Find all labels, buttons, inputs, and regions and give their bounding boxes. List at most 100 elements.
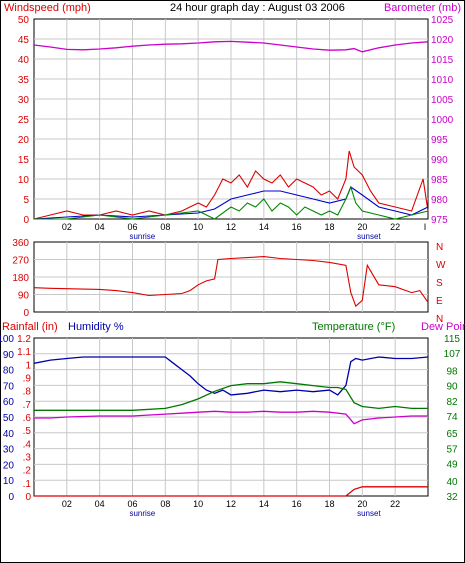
sunset-label: sunset [357,232,381,241]
sunrise-label: sunrise [129,232,155,241]
temperature-y-tick: 74 [446,412,458,423]
direction-series-line [33,256,429,308]
rain-x-tick: 06 [127,499,137,509]
sunset-label-bottom: sunset [357,509,381,518]
rain-x-ticks: 02 04 06 08 10 12 14 16 18 20 22 [62,499,400,509]
direction-y-tick: 270 [12,256,29,267]
direction-series [33,256,429,308]
barometer-y-tick: 1020 [431,35,454,46]
rain-series-line [34,486,428,497]
rain-series [33,356,429,497]
rain-x-tick: 04 [95,499,105,509]
rain-series-line [34,381,428,411]
barometer-y-tick: 1015 [431,55,454,66]
barometer-y-tick: 1025 [431,15,454,26]
rainfall-header-label: Rainfall (in) [2,321,58,333]
temperature-y-tick: 107 [444,349,461,360]
dewpoint-header-label: Dew Point [421,321,465,333]
rain-x-tick: 10 [193,499,203,509]
wind-y-tick: 35 [18,75,30,86]
rainfall-y-tick: .2 [23,466,32,477]
rain-grid [34,338,428,496]
barometer-y-tick: 990 [431,155,448,166]
rain-x-tick: 22 [390,499,400,509]
wind-y-ticks: 0 5 10 15 20 25 30 35 40 45 50 [18,15,30,226]
direction-y-tick: 90 [18,291,30,302]
wind-x-tick: 16 [292,222,302,232]
rainfall-y-tick: .4 [23,439,32,450]
rainfall-y-tick: .3 [23,453,32,464]
barometer-y-ticks: 975 980 985 990 995 1000 1005 1010 1015 1020 1025 [431,15,454,226]
wind-series-line [33,186,429,220]
rain-x-tick: 12 [226,499,236,509]
rainfall-y-tick: .1 [23,479,32,490]
direction-y-tick: 360 [12,238,29,249]
wind-x-tick: 12 [226,222,236,232]
wind-x-tick: 20 [357,222,367,232]
humidity-y-tick: 0 [8,492,14,503]
temperature-y-ticks: 32 40 49 57 65 74 82 90 98 107 115 [444,334,461,503]
temperature-y-tick: 82 [446,397,458,408]
rainfall-y-tick: .9 [23,374,32,385]
humidity-y-tick: 100 [0,334,14,345]
compass-label: W [436,260,446,271]
temperature-y-tick: 90 [446,382,458,393]
rain-series-line [33,356,429,396]
direction-y-tick: 180 [12,273,29,284]
rain-x-tick: 02 [62,499,72,509]
wind-x-tick: 14 [259,222,269,232]
barometer-header-label: Barometer (mb) [384,2,461,14]
rainfall-y-tick: .7 [23,400,32,411]
wind-y-tick: 40 [18,55,30,66]
wind-y-tick: 25 [18,115,30,126]
humidity-y-tick: 20 [3,460,15,471]
wind-y-tick: 15 [18,155,30,166]
barometer-y-tick: 985 [431,175,448,186]
temperature-y-tick: 49 [446,460,458,471]
rain-x-tick: 08 [160,499,170,509]
temperature-header-label: Temperature (°F) [312,321,395,333]
rainfall-y-ticks: 0 .1 .2 .3 .4 .5 .6 .7 .8 .9 1 1.1 1.2 [17,334,31,503]
temperature-y-tick: 32 [446,492,458,503]
wind-x-tick: 18 [324,222,334,232]
compass-label: S [436,278,443,289]
sunrise-label-bottom: sunrise [129,509,155,518]
compass-label: N [436,242,443,253]
rain-x-tick: 20 [357,499,367,509]
barometer-y-tick: 975 [431,215,448,226]
wind-y-tick: 30 [18,95,30,106]
humidity-header-label: Humidity % [68,321,124,333]
humidity-y-ticks: 0 10 20 30 40 50 60 70 80 90 100 [0,334,14,503]
wind-series-line [33,40,429,53]
rain-humidity-temp-panel: 0 .1 .2 .3 .4 .5 .6 .7 .8 .9 1 1.1 1.2 0 10 20 30 40 50 60… [0,334,461,518]
wind-x-tick: I [424,222,427,232]
rain-x-tick: 14 [259,499,269,509]
wind-y-tick: 10 [18,175,30,186]
temperature-y-tick: 40 [446,477,458,488]
wind-x-ticks: 02 04 06 08 10 12 14 16 18 20 22 I [62,222,426,232]
compass-label: E [436,296,443,307]
barometer-y-tick: 1000 [431,115,454,126]
rain-series-line [34,410,428,425]
rainfall-y-tick: 1.2 [17,334,31,345]
graph-title: 24 hour graph day : August 03 2006 [170,2,345,14]
wind-y-tick: 45 [18,35,30,46]
barometer-y-tick: 1010 [431,75,454,86]
rain-x-tick: 18 [324,499,334,509]
humidity-y-tick: 80 [3,366,15,377]
humidity-y-tick: 10 [3,476,15,487]
wind-x-tick: 04 [95,222,105,232]
wind-x-tick: 06 [127,222,137,232]
temperature-y-tick: 65 [446,429,458,440]
direction-y-tick: 0 [23,308,29,319]
wind-grid [34,19,428,219]
rain-x-tick: 16 [292,499,302,509]
wind-y-tick: 5 [23,195,29,206]
humidity-y-tick: 50 [3,413,15,424]
barometer-y-tick: 1005 [431,95,454,106]
rainfall-y-tick: 1 [25,360,31,371]
wind-x-tick: 02 [62,222,72,232]
